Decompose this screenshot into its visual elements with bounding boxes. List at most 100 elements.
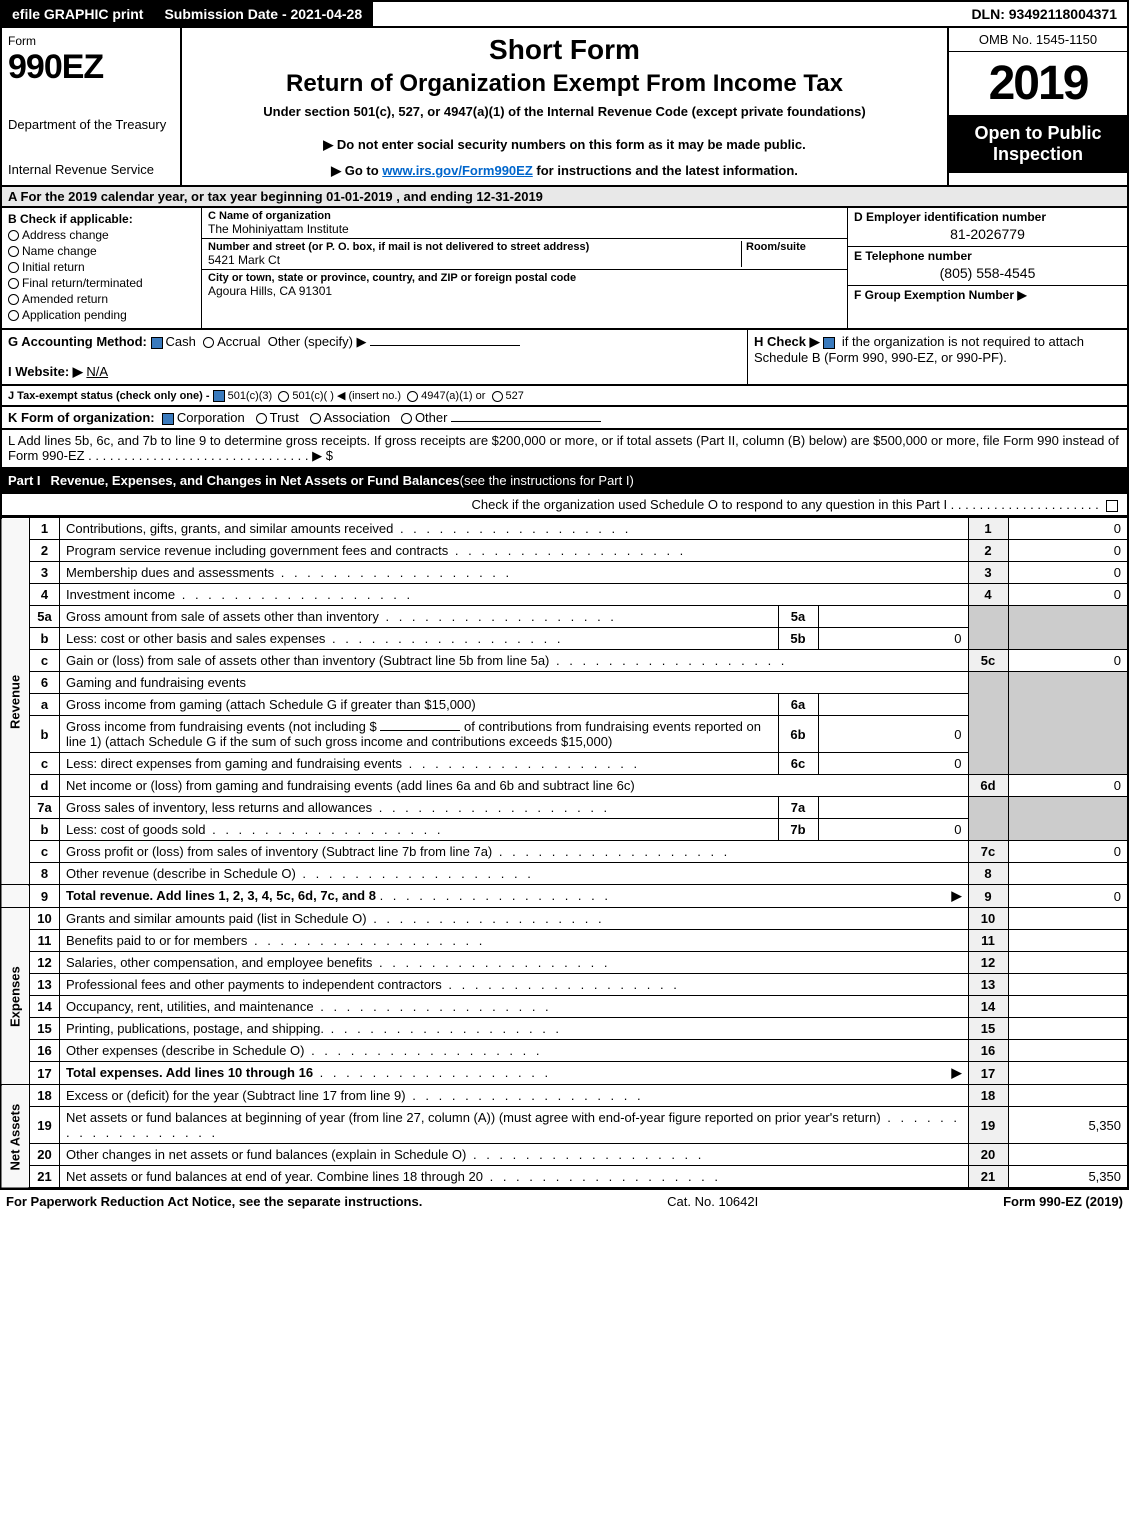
line-6b-desc: Gross income from fundraising events (no…	[60, 716, 779, 753]
form-header: Form 990EZ Department of the Treasury In…	[0, 28, 1129, 187]
check-name-change[interactable]: Name change	[8, 244, 195, 258]
line-8-box: 8	[968, 863, 1008, 885]
section-h: H Check ▶ if the organization is not req…	[747, 330, 1127, 384]
line-16-box: 16	[968, 1040, 1008, 1062]
line-5a-subval	[818, 606, 968, 628]
city-value: Agoura Hills, CA 91301	[208, 284, 841, 298]
line-7c-val: 0	[1008, 841, 1128, 863]
line-8-val	[1008, 863, 1128, 885]
shaded-7v	[1008, 797, 1128, 841]
entity-block: B Check if applicable: Address change Na…	[0, 208, 1129, 330]
link-pre: ▶ Go to	[331, 163, 382, 178]
check-final-return[interactable]: Final return/terminated	[8, 276, 195, 290]
4947-radio[interactable]	[407, 391, 418, 402]
form-ref: Form 990-EZ (2019)	[1003, 1194, 1123, 1209]
cash-checkbox[interactable]	[151, 337, 163, 349]
paperwork-notice: For Paperwork Reduction Act Notice, see …	[6, 1194, 422, 1209]
association-radio[interactable]	[310, 413, 321, 424]
line-5c-desc: Gain or (loss) from sale of assets other…	[60, 650, 969, 672]
line-6a-desc: Gross income from gaming (attach Schedul…	[60, 694, 779, 716]
line-11-box: 11	[968, 930, 1008, 952]
shaded-5	[968, 606, 1008, 650]
line-2-num: 2	[30, 540, 60, 562]
line-9-desc: Total revenue. Add lines 1, 2, 3, 4, 5c,…	[60, 885, 969, 908]
line-5a-desc: Gross amount from sale of assets other t…	[60, 606, 779, 628]
efile-label: efile GRAPHIC print	[2, 2, 154, 26]
line-16-val	[1008, 1040, 1128, 1062]
dept-treasury: Department of the Treasury	[8, 117, 174, 132]
netassets-vlabel: Net Assets	[1, 1085, 30, 1189]
section-k: K Form of organization: Corporation Trus…	[0, 407, 1129, 430]
line-21-desc: Net assets or fund balances at end of ye…	[60, 1166, 969, 1189]
line-11-desc: Benefits paid to or for members	[60, 930, 969, 952]
room-label: Room/suite	[746, 241, 841, 253]
section-b: B Check if applicable: Address change Na…	[2, 208, 202, 328]
check-initial-return[interactable]: Initial return	[8, 260, 195, 274]
line-1-num: 1	[30, 518, 60, 540]
line-16-num: 16	[30, 1040, 60, 1062]
line-13-box: 13	[968, 974, 1008, 996]
accrual-radio[interactable]	[203, 337, 214, 348]
line-6a-subval	[818, 694, 968, 716]
section-def: D Employer identification number 81-2026…	[847, 208, 1127, 328]
line-20-desc: Other changes in net assets or fund bala…	[60, 1144, 969, 1166]
check-application-pending[interactable]: Application pending	[8, 308, 195, 322]
line-6b-sub: 6b	[778, 716, 818, 753]
phone-value: (805) 558-4545	[854, 263, 1121, 283]
line-2-val: 0	[1008, 540, 1128, 562]
website-label: I Website: ▶	[8, 364, 83, 379]
shaded-7	[968, 797, 1008, 841]
line-13-desc: Professional fees and other payments to …	[60, 974, 969, 996]
line-9-val: 0	[1008, 885, 1128, 908]
check-amended-return[interactable]: Amended return	[8, 292, 195, 306]
irs-link[interactable]: www.irs.gov/Form990EZ	[382, 163, 533, 178]
line-19-desc: Net assets or fund balances at beginning…	[60, 1107, 969, 1144]
line-10-box: 10	[968, 908, 1008, 930]
line-16-desc: Other expenses (describe in Schedule O)	[60, 1040, 969, 1062]
line-18-box: 18	[968, 1085, 1008, 1107]
top-bar: efile GRAPHIC print Submission Date - 20…	[0, 0, 1129, 28]
short-form-title: Short Form	[192, 34, 937, 66]
section-j: J Tax-exempt status (check only one) - 5…	[0, 386, 1129, 407]
line-6d-num: d	[30, 775, 60, 797]
header-right: OMB No. 1545-1150 2019 Open to Public In…	[947, 28, 1127, 185]
line-7b-num: b	[30, 819, 60, 841]
omb-number: OMB No. 1545-1150	[949, 28, 1127, 52]
line-12-box: 12	[968, 952, 1008, 974]
501c-radio[interactable]	[278, 391, 289, 402]
line-5a-sub: 5a	[778, 606, 818, 628]
part-i-header: Part I Revenue, Expenses, and Changes in…	[0, 469, 1129, 494]
501c3-checkbox[interactable]	[213, 390, 225, 402]
line-17-val	[1008, 1062, 1128, 1085]
line-8-desc: Other revenue (describe in Schedule O)	[60, 863, 969, 885]
line-6d-box: 6d	[968, 775, 1008, 797]
line-10-num: 10	[30, 908, 60, 930]
line-18-desc: Excess or (deficit) for the year (Subtra…	[60, 1085, 969, 1107]
line-11-val	[1008, 930, 1128, 952]
trust-radio[interactable]	[256, 413, 267, 424]
line-14-num: 14	[30, 996, 60, 1018]
line-7b-desc: Less: cost of goods sold	[60, 819, 779, 841]
line-6c-desc: Less: direct expenses from gaming and fu…	[60, 753, 779, 775]
check-address-change[interactable]: Address change	[8, 228, 195, 242]
527-radio[interactable]	[492, 391, 503, 402]
ein-value: 81-2026779	[854, 224, 1121, 244]
part-i-schedule-o-checkbox[interactable]	[1106, 500, 1118, 512]
schedule-b-checkbox[interactable]	[823, 337, 835, 349]
line-6a-num: a	[30, 694, 60, 716]
line-21-num: 21	[30, 1166, 60, 1189]
other-radio[interactable]	[401, 413, 412, 424]
h-label: H Check ▶	[754, 334, 823, 349]
ein-label: D Employer identification number	[854, 210, 1121, 224]
revenue-vlabel: Revenue	[1, 518, 30, 885]
line-7a-desc: Gross sales of inventory, less returns a…	[60, 797, 779, 819]
section-g: G Accounting Method: Cash Accrual Other …	[2, 330, 747, 384]
line-13-num: 13	[30, 974, 60, 996]
corporation-checkbox[interactable]	[162, 413, 174, 425]
part-i-check-row: Check if the organization used Schedule …	[0, 494, 1129, 517]
part-i-table: Revenue 1 Contributions, gifts, grants, …	[0, 517, 1129, 1189]
line-6-num: 6	[30, 672, 60, 694]
line-15-val	[1008, 1018, 1128, 1040]
accounting-label: G Accounting Method:	[8, 334, 147, 349]
line-5c-num: c	[30, 650, 60, 672]
